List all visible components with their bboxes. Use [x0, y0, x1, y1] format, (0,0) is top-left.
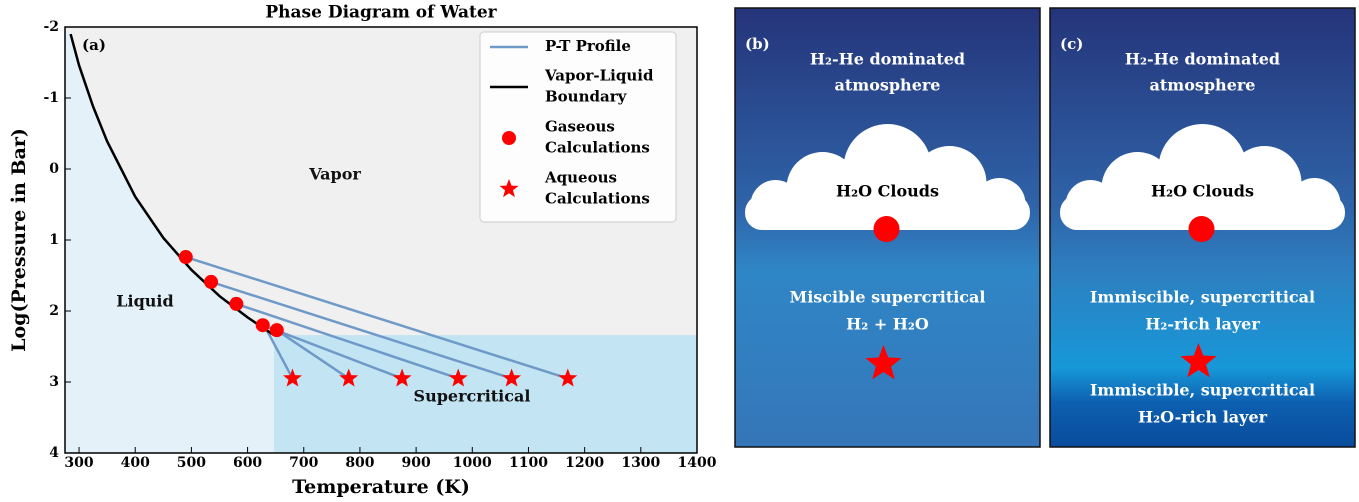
- y-tick-label: 2: [49, 303, 59, 319]
- gaseous-marker: [1188, 216, 1215, 242]
- cloud-part: [745, 195, 1030, 230]
- layer-label: H₂O-rich layer: [1138, 408, 1268, 427]
- cloud-label: H₂O Clouds: [836, 182, 939, 201]
- panel-label: (b): [745, 35, 770, 53]
- boundary-line: [69, 33, 275, 337]
- region-label: Supercritical: [414, 387, 531, 406]
- layer-label: H₂-rich layer: [1145, 315, 1260, 334]
- pt-profile: [235, 302, 459, 380]
- legend-label: P-T Profile: [545, 37, 631, 55]
- aqueous-point: [502, 368, 522, 387]
- x-tick-label: 900: [401, 455, 430, 471]
- y-tick-label: -1: [43, 90, 59, 106]
- legend-label: Gaseous Calculations: [545, 118, 650, 157]
- x-tick-label: 700: [289, 455, 318, 471]
- legend-label: Vapor-Liquid Boundary: [544, 67, 654, 106]
- layer-label: H₂ + H₂O: [846, 315, 929, 334]
- aqueous-point: [339, 368, 359, 387]
- panel-label: (a): [82, 36, 106, 54]
- gaseous-point: [255, 318, 270, 333]
- legend-swatch: [499, 179, 519, 198]
- aqueous-point: [392, 368, 412, 387]
- region-label: Liquid: [116, 292, 173, 311]
- layer-label: Miscible supercritical: [790, 288, 986, 307]
- legend-label: Aqueous Calculations: [544, 169, 650, 208]
- x-tick-label: 300: [64, 455, 93, 471]
- legend-box: [479, 31, 677, 223]
- pt-profile: [262, 324, 403, 380]
- aqueous-point: [283, 368, 302, 387]
- x-tick-label: 500: [177, 455, 206, 471]
- cloud-part: [1158, 124, 1247, 212]
- x-tick-label: 1200: [565, 455, 604, 471]
- cloud: [1060, 124, 1345, 230]
- y-tick-label: 1: [49, 232, 59, 248]
- x-tick-label: 1300: [621, 455, 660, 471]
- atmosphere-label: atmosphere: [835, 76, 941, 95]
- chart-title: Phase Diagram of Water: [265, 3, 497, 23]
- aqueous-point: [448, 368, 468, 387]
- gaseous-point: [229, 296, 244, 311]
- y-tick-label: 0: [49, 161, 59, 177]
- legend-swatch: [502, 131, 516, 145]
- gaseous-point: [269, 323, 284, 338]
- supercritical-region: [273, 335, 697, 453]
- aqueous-marker: [865, 345, 902, 380]
- y-tick-label: 3: [49, 374, 59, 390]
- x-tick-label: 1000: [453, 455, 492, 471]
- panel-label: (c): [1060, 35, 1083, 53]
- gaseous-point: [204, 274, 219, 289]
- x-tick-label: 1400: [678, 455, 717, 471]
- liquid-region: [65, 27, 274, 453]
- x-tick-label: 1100: [509, 455, 548, 471]
- x-tick-label: 800: [345, 455, 374, 471]
- y-tick-label: -2: [43, 19, 59, 35]
- y-axis-label: Log(Pressure in Bar): [8, 128, 30, 352]
- x-tick-label: 600: [233, 455, 262, 471]
- y-tick-label: 4: [49, 445, 59, 461]
- pt-profile: [266, 330, 294, 380]
- pt-profile: [210, 280, 512, 380]
- layer-label: Immiscible, supercritical: [1090, 288, 1315, 307]
- atmosphere-label: H₂-He dominated: [1125, 50, 1280, 69]
- pt-profile: [185, 255, 569, 380]
- atmosphere-label: H₂-He dominated: [810, 50, 965, 69]
- cloud-label: H₂O Clouds: [1151, 182, 1254, 201]
- cloud: [745, 124, 1030, 230]
- x-axis-label: Temperature (K): [292, 476, 470, 498]
- layer-label: Immiscible, supercritical: [1090, 381, 1315, 400]
- gaseous-marker: [873, 216, 900, 242]
- pt-profile: [276, 329, 350, 380]
- atmosphere-label: atmosphere: [1150, 76, 1256, 95]
- aqueous-point: [558, 368, 578, 387]
- gaseous-point: [178, 250, 193, 265]
- cloud-part: [843, 124, 932, 212]
- aqueous-marker: [1180, 343, 1217, 378]
- region-label: Vapor: [308, 165, 361, 184]
- x-tick-label: 400: [121, 455, 150, 471]
- cloud-part: [1060, 195, 1345, 230]
